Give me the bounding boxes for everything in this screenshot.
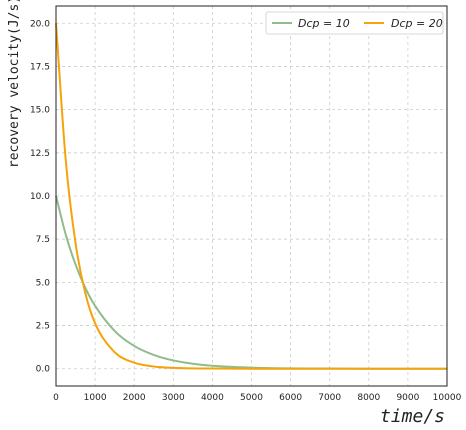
series-line-dcp-20	[55, 23, 447, 370]
x-tick-label: 2000	[123, 393, 146, 403]
y-tick-label: 5.0	[36, 278, 51, 288]
x-tick-label: 3000	[162, 393, 185, 403]
x-tick-label: 8000	[357, 393, 380, 403]
x-tick-label: 0	[53, 393, 59, 403]
x-axis-ticks: 0 1000 2000 3000 4000 5000 6000 7000 8000 9000 100…	[53, 393, 461, 403]
y-tick-label: 7.5	[36, 235, 50, 245]
y-tick-label: 2.5	[36, 322, 50, 332]
y-tick-label: 15.0	[30, 106, 50, 116]
x-tick-label: 4000	[201, 393, 224, 403]
legend-label-dcp-10: Dcp = 10	[298, 17, 350, 30]
y-axis-ticks: 0.0 2.5 5.0 7.5 10.0 12.5 15.0 17.5 20.0	[30, 19, 50, 374]
y-tick-label: 17.5	[30, 62, 50, 72]
x-tick-label: 5000	[240, 393, 263, 403]
x-tick-label: 6000	[279, 393, 302, 403]
x-axis-label: time/s	[380, 406, 445, 427]
y-tick-label: 10.0	[30, 192, 50, 202]
x-tick-label: 1000	[84, 393, 107, 403]
series-layer	[55, 23, 447, 370]
x-tick-label: 10000	[433, 393, 462, 403]
y-axis-label: recovery velocity(J/s)	[7, 0, 22, 168]
legend-label-dcp-20: Dcp = 20	[391, 17, 443, 30]
y-tick-label: 20.0	[30, 19, 50, 29]
grid	[56, 6, 447, 386]
y-tick-label: 12.5	[30, 149, 50, 159]
x-tick-label: 9000	[396, 393, 419, 403]
legend-box	[265, 11, 444, 35]
plot-frame	[55, 5, 448, 387]
y-tick-label: 0.0	[36, 365, 51, 375]
legend: Dcp = 10 Dcp = 20	[265, 11, 444, 35]
x-tick-label: 7000	[318, 393, 341, 403]
